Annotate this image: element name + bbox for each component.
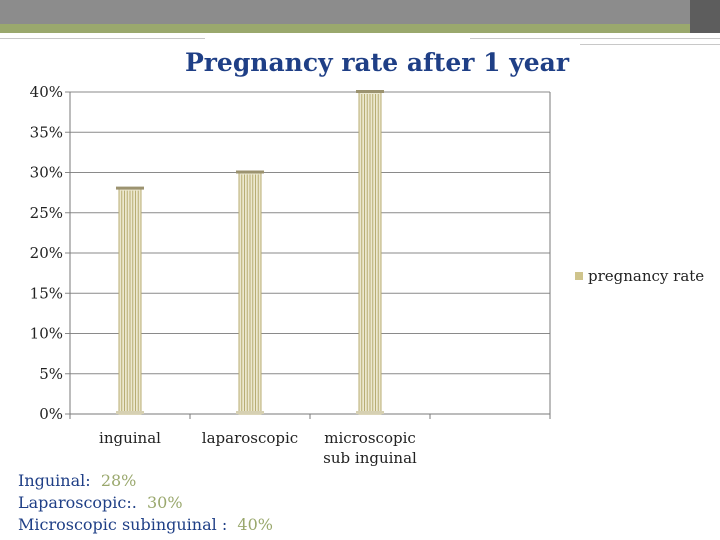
header-band-olive xyxy=(0,24,720,33)
note-value: 28% xyxy=(100,471,137,490)
note-label: Laparoscopic:. xyxy=(18,493,137,512)
y-tick-label: 5% xyxy=(39,365,63,383)
bar-cap xyxy=(356,90,384,93)
note-value: 30% xyxy=(147,493,183,512)
y-tick-label: 35% xyxy=(30,123,63,141)
bar-base xyxy=(116,411,144,414)
y-tick-label: 20% xyxy=(30,244,63,262)
y-tick-label: 10% xyxy=(30,325,63,343)
y-tick-label: 0% xyxy=(39,405,63,423)
chart-legend: pregnancy rate xyxy=(575,267,704,285)
x-tick-label: sub inguinal xyxy=(323,449,417,467)
note-value: 40% xyxy=(237,515,273,534)
note-inguinal: Inguinal: 28% xyxy=(18,470,273,492)
y-tick-label: 30% xyxy=(30,164,63,182)
y-tick-label: 25% xyxy=(30,204,63,222)
note-label: Inguinal: xyxy=(18,471,91,490)
note-laparoscopic: Laparoscopic:. 30% xyxy=(18,492,273,514)
x-tick-label: laparoscopic xyxy=(202,429,298,447)
summary-notes: Inguinal: 28% Laparoscopic:. 30% Microsc… xyxy=(18,470,273,536)
header-band-gray xyxy=(0,0,720,24)
legend-swatch xyxy=(575,272,583,280)
x-tick-label: microscopic xyxy=(324,429,416,447)
header-rule xyxy=(0,38,205,39)
bar-base xyxy=(236,411,264,414)
legend-label: pregnancy rate xyxy=(588,267,705,285)
chart-title: Pregnancy rate after 1 year xyxy=(184,48,570,77)
bar-cap xyxy=(116,186,144,190)
x-tick-label: inguinal xyxy=(99,429,161,447)
bar-base xyxy=(356,411,384,414)
note-microscopic: Microscopic subinguinal : 40% xyxy=(18,514,273,536)
bar-cap xyxy=(236,170,264,174)
y-tick-label: 40% xyxy=(30,83,63,101)
header-band-corner xyxy=(690,0,720,33)
y-tick-label: 15% xyxy=(30,284,63,302)
header-band xyxy=(0,0,720,46)
header-rule xyxy=(470,38,720,39)
header-rule xyxy=(580,44,720,45)
note-label: Microscopic subinguinal : xyxy=(18,515,228,534)
